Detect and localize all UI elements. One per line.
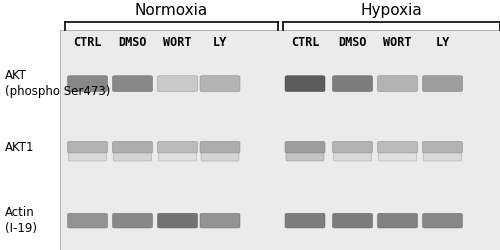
FancyBboxPatch shape	[285, 213, 325, 228]
FancyBboxPatch shape	[332, 76, 372, 92]
FancyBboxPatch shape	[112, 142, 152, 153]
FancyBboxPatch shape	[158, 153, 196, 161]
FancyBboxPatch shape	[334, 153, 372, 161]
Text: Normoxia: Normoxia	[134, 2, 208, 18]
FancyBboxPatch shape	[68, 76, 108, 92]
FancyBboxPatch shape	[68, 153, 106, 161]
FancyBboxPatch shape	[68, 142, 108, 153]
FancyBboxPatch shape	[424, 153, 462, 161]
Text: CTRL: CTRL	[73, 36, 102, 50]
Text: AKT
(phospho Ser473): AKT (phospho Ser473)	[5, 69, 110, 98]
FancyBboxPatch shape	[112, 76, 152, 92]
Text: CTRL: CTRL	[291, 36, 320, 50]
FancyBboxPatch shape	[378, 142, 418, 153]
FancyBboxPatch shape	[112, 213, 152, 228]
FancyBboxPatch shape	[158, 76, 198, 92]
FancyBboxPatch shape	[378, 213, 418, 228]
FancyBboxPatch shape	[422, 142, 463, 153]
FancyBboxPatch shape	[332, 142, 372, 153]
Text: WORT: WORT	[163, 36, 192, 50]
FancyBboxPatch shape	[422, 76, 463, 92]
FancyBboxPatch shape	[60, 30, 500, 250]
FancyBboxPatch shape	[285, 142, 325, 153]
FancyBboxPatch shape	[158, 213, 198, 228]
Text: AKT1: AKT1	[5, 141, 34, 154]
FancyBboxPatch shape	[285, 76, 325, 92]
Text: DMSO: DMSO	[118, 36, 147, 50]
Text: Actin
(I-19): Actin (I-19)	[5, 206, 37, 235]
Text: WORT: WORT	[384, 36, 412, 50]
Text: LY: LY	[213, 36, 227, 50]
Text: LY: LY	[436, 36, 450, 50]
FancyBboxPatch shape	[286, 153, 324, 161]
FancyBboxPatch shape	[200, 76, 240, 92]
FancyBboxPatch shape	[68, 213, 108, 228]
FancyBboxPatch shape	[114, 153, 152, 161]
FancyBboxPatch shape	[378, 76, 418, 92]
FancyBboxPatch shape	[201, 153, 239, 161]
FancyBboxPatch shape	[422, 213, 463, 228]
Text: DMSO: DMSO	[338, 36, 367, 50]
Text: Hypoxia: Hypoxia	[360, 2, 422, 18]
FancyBboxPatch shape	[200, 213, 240, 228]
FancyBboxPatch shape	[332, 213, 372, 228]
FancyBboxPatch shape	[158, 142, 198, 153]
FancyBboxPatch shape	[200, 142, 240, 153]
FancyBboxPatch shape	[378, 153, 416, 161]
